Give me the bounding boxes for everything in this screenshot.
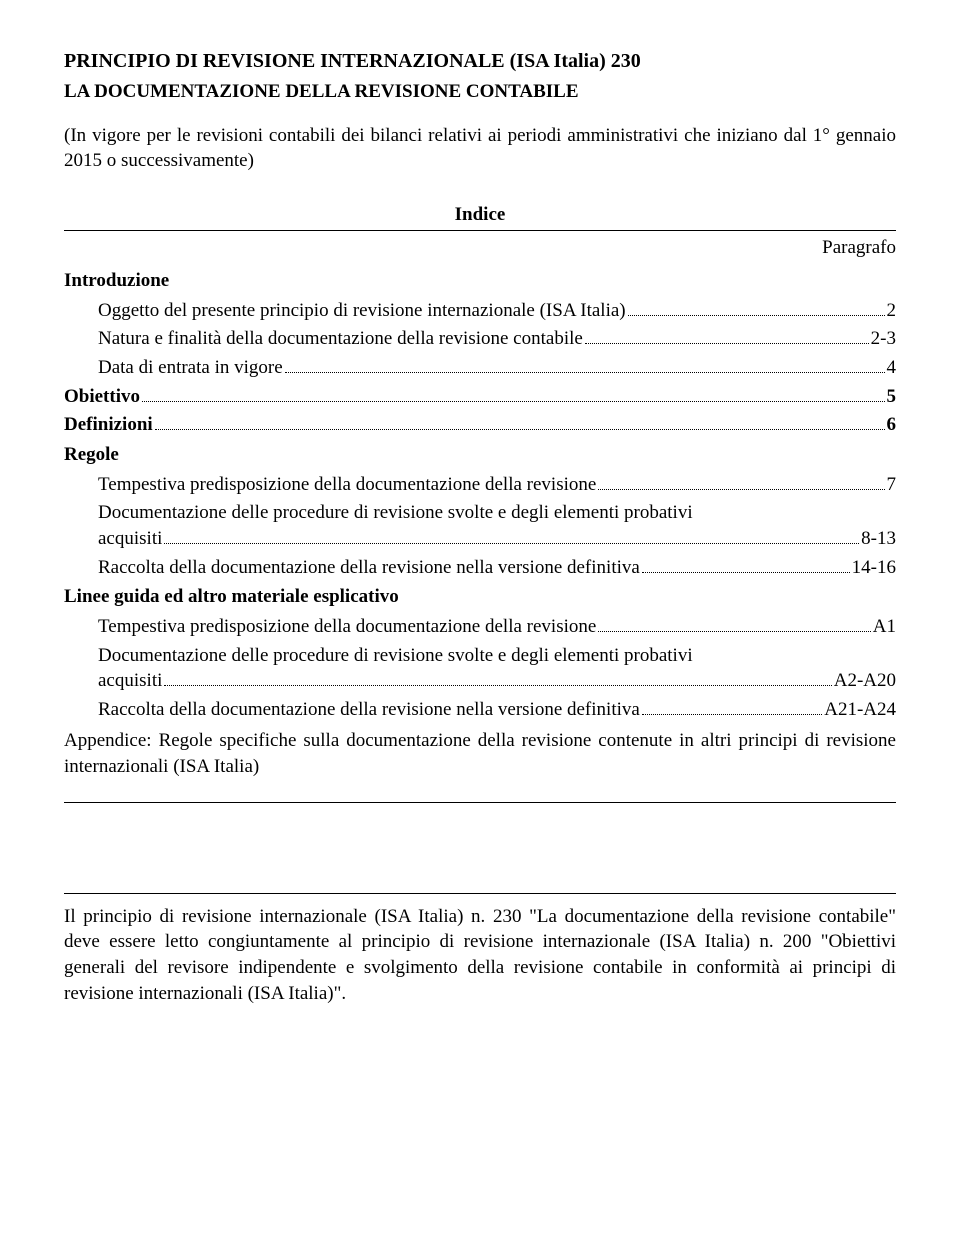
- toc-label-line2: acquisiti: [98, 526, 162, 552]
- toc-label-line1: Documentazione delle procedure di revisi…: [98, 643, 896, 669]
- toc-label: Obiettivo: [64, 384, 140, 410]
- toc-leader: [164, 685, 831, 686]
- toc-leader: [598, 489, 884, 490]
- toc-label: Oggetto del presente principio di revisi…: [98, 298, 626, 324]
- toc-leader: [285, 372, 885, 373]
- document-subtitle: LA DOCUMENTAZIONE DELLA REVISIONE CONTAB…: [64, 79, 896, 105]
- toc-page: 6: [887, 412, 897, 438]
- rule-after-toc: [64, 802, 896, 803]
- document-title: PRINCIPIO DI REVISIONE INTERNAZIONALE (I…: [64, 48, 896, 75]
- toc-leader: [164, 543, 859, 544]
- toc-label-line1: Documentazione delle procedure di revisi…: [98, 500, 896, 526]
- toc-entry-multiline: Documentazione delle procedure di revisi…: [64, 500, 896, 551]
- toc-label: Tempestiva predisposizione della documen…: [98, 472, 596, 498]
- toc-heading: Indice: [64, 202, 896, 228]
- toc-label: Definizioni: [64, 412, 153, 438]
- toc-label: Tempestiva predisposizione della documen…: [98, 614, 596, 640]
- toc-page: 4: [887, 355, 897, 381]
- rule-before-footnote: [64, 893, 896, 894]
- toc-entry-multiline: Documentazione delle procedure di revisi…: [64, 643, 896, 694]
- section-regole: Regole: [64, 442, 896, 468]
- toc-leader: [642, 572, 850, 573]
- toc-label-line2: acquisiti: [98, 668, 162, 694]
- toc-leader: [155, 429, 885, 430]
- toc-leader: [642, 714, 822, 715]
- toc-leader: [585, 343, 869, 344]
- toc-column-label: Paragrafo: [64, 235, 896, 261]
- toc-page: 7: [887, 472, 897, 498]
- toc-entry: Natura e finalità della documentazione d…: [64, 326, 896, 352]
- toc-leader: [142, 401, 885, 402]
- toc-page: 2: [887, 298, 897, 324]
- toc-appendix: Appendice: Regole specifiche sulla docum…: [64, 728, 896, 779]
- toc-entry: Oggetto del presente principio di revisi…: [64, 298, 896, 324]
- toc-page: A21-A24: [824, 697, 896, 723]
- toc-leader: [598, 631, 870, 632]
- section-linee-guida: Linee guida ed altro materiale esplicati…: [64, 584, 896, 610]
- footnote-text: Il principio di revisione internazionale…: [64, 904, 896, 1007]
- toc-entry: Tempestiva predisposizione della documen…: [64, 614, 896, 640]
- toc-label: Natura e finalità della documentazione d…: [98, 326, 583, 352]
- toc-page: A2-A20: [834, 668, 896, 694]
- toc-leader: [628, 315, 885, 316]
- toc-entry-definizioni: Definizioni 6: [64, 412, 896, 438]
- toc-label: Data di entrata in vigore: [98, 355, 283, 381]
- section-introduzione: Introduzione: [64, 268, 896, 294]
- toc-entry: Tempestiva predisposizione della documen…: [64, 472, 896, 498]
- toc-entry: Data di entrata in vigore 4: [64, 355, 896, 381]
- toc-label: Raccolta della documentazione della revi…: [98, 555, 640, 581]
- toc-page: A1: [873, 614, 896, 640]
- toc-page: 2-3: [871, 326, 896, 352]
- toc-page: 5: [887, 384, 897, 410]
- applicability-note: (In vigore per le revisioni contabili de…: [64, 123, 896, 174]
- toc-entry: Raccolta della documentazione della revi…: [64, 697, 896, 723]
- toc-label: Raccolta della documentazione della revi…: [98, 697, 640, 723]
- rule-top: [64, 230, 896, 231]
- toc-page: 8-13: [861, 526, 896, 552]
- toc-entry: Raccolta della documentazione della revi…: [64, 555, 896, 581]
- toc-entry-obiettivo: Obiettivo 5: [64, 384, 896, 410]
- toc-page: 14-16: [852, 555, 896, 581]
